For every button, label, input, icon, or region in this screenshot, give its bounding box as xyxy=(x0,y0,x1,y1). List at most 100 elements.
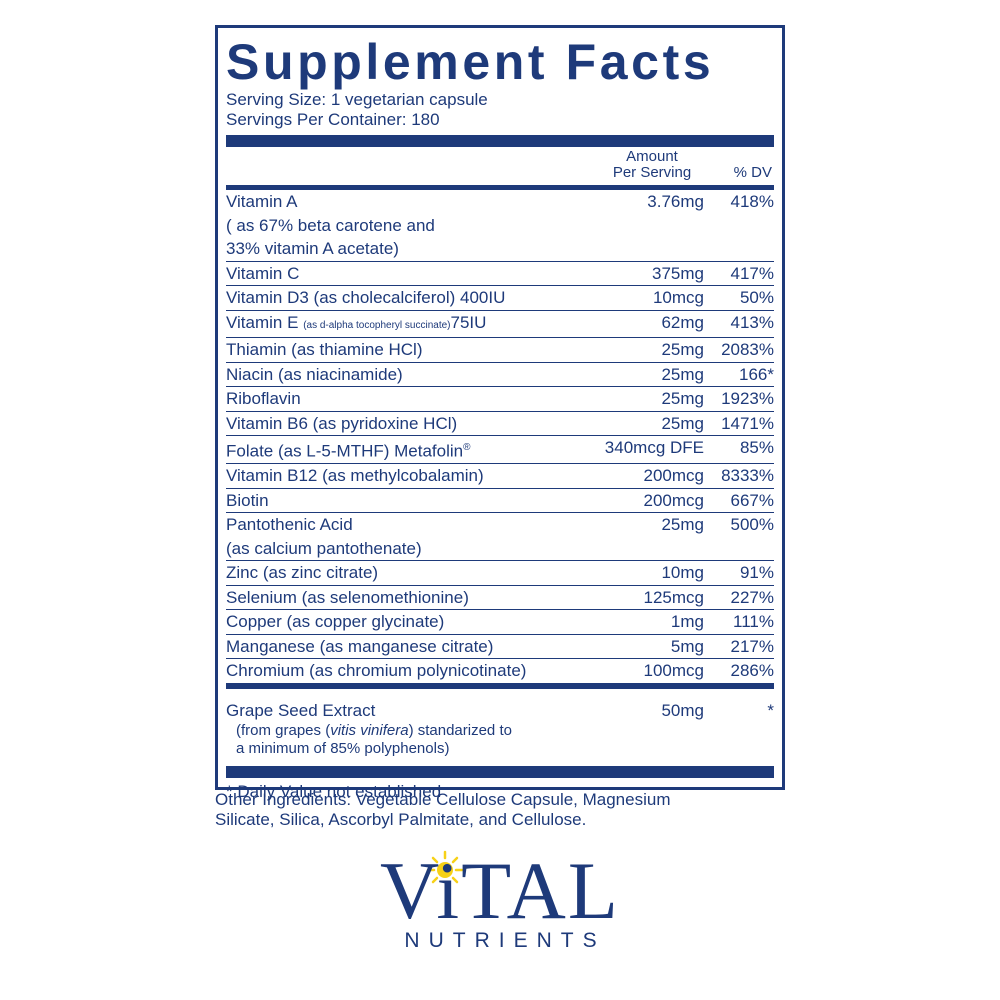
amount: 340mcg DFE xyxy=(604,438,704,457)
nutrient-row: Copper (as copper glycinate) 1mg 111% xyxy=(226,610,774,635)
nutrient-line: Vitamin B12 (as methylcobalamin) xyxy=(226,464,564,488)
nutrient-row: Zinc (as zinc citrate) 10mg 91% xyxy=(226,561,774,586)
amount: 25mg xyxy=(661,340,704,359)
extract-dv: * xyxy=(767,700,774,720)
nutrient-cell: Niacin (as niacinamide) xyxy=(226,363,564,387)
nutrient-name: Vitamin A xyxy=(226,192,298,211)
amount: 10mg xyxy=(661,563,704,583)
daily-value: 166* xyxy=(739,364,774,384)
nutrient-row: Pantothenic Acid (as calcium pantothenate… xyxy=(226,513,774,562)
nutrient-row: Vitamin D3 (as cholecalciferol) 400IU 10m… xyxy=(226,286,774,311)
title: Supplement Facts xyxy=(226,34,715,90)
amount: 5mg xyxy=(670,636,704,656)
nutrient-subline: 33% vitamin A acetate) xyxy=(226,239,399,258)
nutrient-cell: Folate (as L-5-MTHF) Metafolin® xyxy=(226,436,564,463)
amount: 10mcg xyxy=(652,288,704,307)
nutrient-cell: Vitamin A ( as 67% beta carotene and 33% v… xyxy=(226,190,564,261)
footnote: * Daily Value not established xyxy=(226,782,442,802)
desc-text: (from grapes ( xyxy=(236,722,331,740)
nutrient-cell: Biotin xyxy=(226,489,564,513)
nutrient-name: Vitamin E xyxy=(226,312,299,332)
amount-header: Amount Per Serving xyxy=(592,149,712,181)
logo-name: ViTAL xyxy=(380,845,620,936)
daily-value: 1923% xyxy=(721,389,774,408)
other-ingredients-line: Other Ingredients: Vegetable Cellulose C… xyxy=(215,790,671,809)
nutrient-rows: Vitamin A ( as 67% beta carotene and 33% v… xyxy=(226,190,774,683)
desc-latin: vitis vinifera xyxy=(330,722,409,740)
extract-amount: 50mg xyxy=(661,700,704,720)
daily-value: 8333% xyxy=(721,466,774,486)
nutrient-line: Thiamin (as thiamine HCl) xyxy=(226,338,564,362)
amount-header-line: Per Serving xyxy=(612,164,692,181)
sun-icon xyxy=(426,850,464,884)
amount: 200mcg xyxy=(643,490,704,510)
nutrient-name: Vitamin C xyxy=(226,263,300,283)
nutrient-line: Biotin xyxy=(226,489,564,513)
nutrient-name: Manganese (as manganese citrate) xyxy=(226,636,494,656)
nutrient-row: Selenium (as selenomethionine) 125mcg 227% xyxy=(226,586,774,611)
divider xyxy=(226,135,774,147)
other-ingredients: Other Ingredients: Vegetable Cellulose C… xyxy=(215,790,671,830)
nutrient-row: Biotin 200mcg 667% xyxy=(226,489,774,514)
logo: ViTAL NUTRIENTS xyxy=(0,845,1000,953)
nutrient-name: Chromium (as chromium polynicotinate) xyxy=(226,661,527,681)
logo-tagline: NUTRIENTS xyxy=(404,929,606,952)
amount: 62mg xyxy=(661,312,704,332)
nutrient-name: Copper (as copper glycinate) xyxy=(226,612,445,632)
nutrient-name: Niacin (as niacinamide) xyxy=(226,364,403,384)
nutrient-name: Selenium (as selenomethionine) xyxy=(226,587,469,607)
nutrient-row: Vitamin A ( as 67% beta carotene and 33% v… xyxy=(226,190,774,262)
serving-size: Serving Size: 1 vegetarian capsule xyxy=(226,90,488,109)
nutrient-cell: Manganese (as manganese citrate) xyxy=(226,635,564,659)
nutrient-cell: Zinc (as zinc citrate) xyxy=(226,561,564,585)
nutrient-row: Chromium (as chromium polynicotinate) 100… xyxy=(226,659,774,683)
daily-value: 667% xyxy=(730,490,774,510)
nutrient-row: Vitamin C 375mg 417% xyxy=(226,262,774,286)
daily-value: 413% xyxy=(730,312,774,332)
nutrient-name: Zinc (as zinc citrate) xyxy=(226,563,379,583)
nutrient-suffix: 75IU xyxy=(450,312,487,332)
nutrient-name: Thiamin (as thiamine HCl) xyxy=(226,340,423,359)
nutrient-row: Vitamin B12 (as methylcobalamin) 200mcg 83… xyxy=(226,464,774,489)
amount: 125mcg xyxy=(643,587,704,607)
nutrient-line: Copper (as copper glycinate) xyxy=(226,610,564,634)
nutrient-cell: Vitamin D3 (as cholecalciferol) 400IU xyxy=(226,286,564,310)
nutrient-line: Vitamin B6 (as pyridoxine HCl) xyxy=(226,412,564,436)
daily-value: 500% xyxy=(730,515,774,535)
divider xyxy=(226,766,774,779)
nutrient-cell: Vitamin C xyxy=(226,262,564,286)
nutrient-line: Riboflavin xyxy=(226,387,564,411)
daily-value: 111% xyxy=(733,612,774,632)
nutrient-line: Chromium (as chromium polynicotinate) xyxy=(226,659,564,683)
nutrient-line: Pantothenic Acid xyxy=(226,513,564,537)
daily-value: 2083% xyxy=(721,340,774,359)
daily-value: 418% xyxy=(730,192,774,211)
extract-description: (from grapes (vitis vinifera) standarize… xyxy=(226,722,774,758)
nutrient-line: Manganese (as manganese citrate) xyxy=(226,635,564,659)
dv-header: % DV xyxy=(733,164,772,181)
divider xyxy=(226,185,774,190)
nutrient-line: Vitamin C xyxy=(226,262,564,286)
other-ingredients-line: Silicate, Silica, Ascorbyl Palmitate, an… xyxy=(215,810,587,829)
nutrient-name: Folate (as L-5-MTHF) Metafolin xyxy=(226,441,464,461)
amount: 100mcg xyxy=(643,661,704,681)
extract-row: Grape Seed Extract 50mg * xyxy=(226,699,774,723)
nutrient-line: Niacin (as niacinamide) xyxy=(226,363,564,387)
nutrient-cell: Copper (as copper glycinate) xyxy=(226,610,564,634)
nutrient-cell: Thiamin (as thiamine HCl) xyxy=(226,338,564,362)
nutrient-subline: ( as 67% beta carotene and xyxy=(226,215,435,235)
daily-value: 85% xyxy=(739,438,774,457)
supplement-facts-panel: Supplement Facts Serving Size: 1 vegetar… xyxy=(215,25,785,801)
nutrient-name: Vitamin D3 (as cholecalciferol) 400IU xyxy=(226,288,506,307)
nutrient-line: Vitamin E (as d-alpha tocopheryl succina… xyxy=(226,311,564,338)
nutrient-subline: (as calcium pantothenate) xyxy=(226,538,422,558)
nutrient-cell: Chromium (as chromium polynicotinate) xyxy=(226,659,564,683)
daily-value: 417% xyxy=(730,263,774,283)
nutrient-row: Folate (as L-5-MTHF) Metafolin® 340mcg DF… xyxy=(226,436,774,465)
extract-name: Grape Seed Extract xyxy=(226,700,376,720)
nutrient-row: Manganese (as manganese citrate) 5mg 217% xyxy=(226,635,774,660)
amount: 25mg xyxy=(661,515,704,535)
servings-per-container: Servings Per Container: 180 xyxy=(226,110,440,129)
nutrient-cell: Selenium (as selenomethionine) xyxy=(226,586,564,610)
